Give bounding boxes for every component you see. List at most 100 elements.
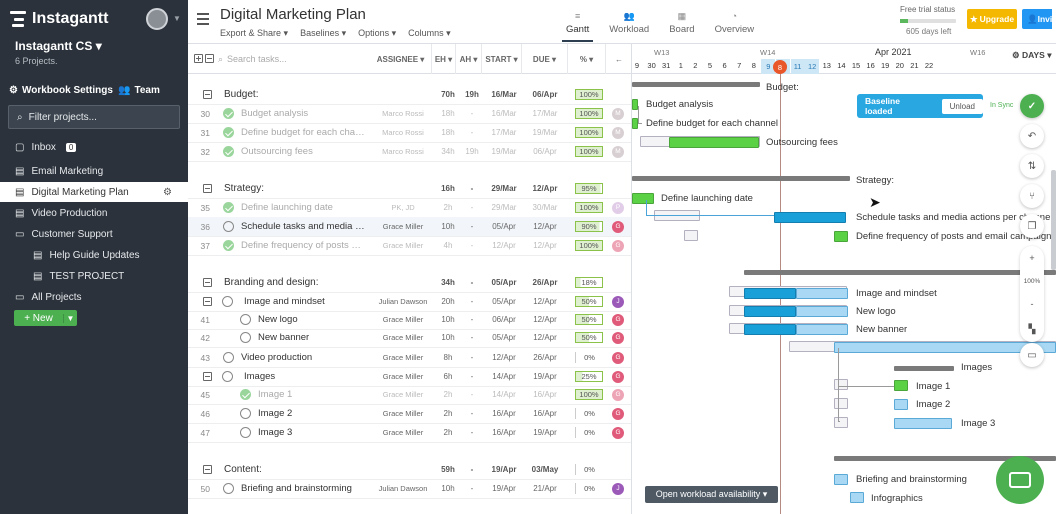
- estimated-hours-cell[interactable]: 34h: [441, 278, 455, 287]
- page-title[interactable]: Digital Marketing Plan: [220, 6, 366, 23]
- team-button[interactable]: 👥 Team: [118, 85, 160, 96]
- assignee-cell[interactable]: Grace Miller: [382, 222, 424, 231]
- due-date-cell[interactable]: 26/Apr: [532, 278, 558, 287]
- start-date-cell[interactable]: 16/Apr: [492, 428, 516, 437]
- branch-icon[interactable]: ⑂: [1020, 184, 1044, 208]
- tab-overview[interactable]: ◔ Overview: [715, 11, 755, 35]
- task-checkbox[interactable]: [223, 146, 234, 157]
- progress-cell[interactable]: 0%: [575, 408, 603, 419]
- task-name[interactable]: Define launching date: [241, 202, 333, 213]
- progress-cell[interactable]: 50%: [575, 314, 603, 325]
- start-date-cell[interactable]: 17/Mar: [491, 128, 517, 137]
- assignee-avatar[interactable]: M: [612, 107, 624, 120]
- assignee-cell[interactable]: Grace Miller: [382, 428, 424, 437]
- task-checkbox[interactable]: [240, 427, 251, 438]
- task-name[interactable]: Image 2: [258, 408, 293, 419]
- export-share-menu[interactable]: Export & Share ▾: [220, 28, 289, 38]
- chat-button[interactable]: [996, 456, 1044, 504]
- collapse-icon[interactable]: [203, 465, 212, 474]
- actual-hours-cell[interactable]: -: [470, 315, 474, 324]
- actual-hours-cell[interactable]: -: [470, 372, 474, 381]
- expand-all-icon[interactable]: [194, 54, 203, 63]
- collapse-all-icon[interactable]: [205, 54, 214, 63]
- start-date-cell[interactable]: 19/Apr: [491, 465, 517, 474]
- tab-board[interactable]: ▦ Board: [669, 11, 694, 35]
- estimated-hours-cell[interactable]: 8h: [443, 353, 453, 362]
- invite-button[interactable]: 👤 Invit: [1022, 9, 1055, 29]
- due-date-cell[interactable]: 17/Mar: [532, 109, 558, 118]
- due-date-cell[interactable]: 12/Apr: [533, 222, 557, 231]
- due-date-cell[interactable]: 12/Apr: [533, 315, 557, 324]
- task-row[interactable]: 41 New logo Grace Miller 10h - 06/Apr 12/Apr 50…: [188, 310, 631, 329]
- actual-hours-cell[interactable]: -: [470, 222, 474, 231]
- actual-hours-cell[interactable]: -: [470, 241, 474, 250]
- due-date-cell[interactable]: 12/Apr: [533, 297, 557, 306]
- assignee-avatar[interactable]: J: [612, 295, 624, 308]
- summary-bar-images[interactable]: [894, 366, 954, 371]
- column-due[interactable]: DUE ▾: [522, 44, 568, 74]
- sidebar-item-digital-marketing-plan[interactable]: ▤ Digital Marketing Plan ⚙: [0, 182, 188, 202]
- task-row[interactable]: 32 Outsourcing fees Marco Rossi 34h 19h 19/Ma…: [188, 142, 631, 161]
- due-date-cell[interactable]: 19/Apr: [533, 428, 557, 437]
- assignee-cell[interactable]: Marco Rossi: [382, 109, 424, 118]
- task-bar[interactable]: [632, 193, 654, 204]
- section-row[interactable]: Budget: 70h 19h 16/Mar 06/Apr 100%: [188, 85, 631, 104]
- task-bar[interactable]: [774, 212, 846, 223]
- estimated-hours-cell[interactable]: 6h: [443, 372, 453, 381]
- estimated-hours-cell[interactable]: 10h: [441, 484, 455, 493]
- columns-menu[interactable]: Columns ▾: [408, 28, 451, 38]
- progress-cell[interactable]: 90%: [575, 221, 603, 232]
- start-date-cell[interactable]: 14/Apr: [492, 372, 516, 381]
- task-checkbox[interactable]: [223, 108, 234, 119]
- progress-cell[interactable]: 0%: [575, 483, 603, 494]
- task-name[interactable]: Image and mindset: [244, 296, 325, 307]
- actual-hours-cell[interactable]: -: [470, 278, 474, 287]
- actual-hours-cell[interactable]: -: [470, 428, 474, 437]
- progress-cell[interactable]: 100%: [575, 89, 603, 100]
- start-date-cell[interactable]: 16/Apr: [492, 409, 516, 418]
- section-row[interactable]: Content: 59h - 19/Apr 03/May 0%: [188, 460, 631, 479]
- summary-bar-branding[interactable]: [744, 270, 1056, 275]
- sort-icon[interactable]: ⇅: [1020, 154, 1044, 178]
- assignee-avatar[interactable]: G: [612, 331, 624, 344]
- chevron-down-icon[interactable]: ▼: [173, 14, 181, 23]
- sidebar-item-video-production[interactable]: ▤ Video Production: [0, 203, 188, 223]
- search-tasks-input[interactable]: ⌕ Search tasks...: [218, 44, 287, 74]
- progress-cell[interactable]: 0%: [575, 352, 603, 363]
- task-bar[interactable]: [744, 324, 796, 335]
- estimated-hours-cell[interactable]: 2h: [443, 203, 453, 212]
- estimated-hours-cell[interactable]: 20h: [441, 297, 455, 306]
- task-name[interactable]: Image 3: [258, 427, 293, 438]
- actual-hours-cell[interactable]: -: [470, 353, 474, 362]
- progress-cell[interactable]: 100%: [575, 146, 603, 157]
- tab-workload[interactable]: 👥 Workload: [609, 11, 649, 35]
- task-name[interactable]: Video production: [241, 352, 313, 363]
- actual-hours-cell[interactable]: -: [470, 297, 474, 306]
- task-checkbox[interactable]: [240, 408, 251, 419]
- task-checkbox[interactable]: [240, 314, 251, 325]
- actual-hours-cell[interactable]: -: [470, 109, 474, 118]
- assignee-cell[interactable]: PK, JD: [391, 203, 415, 212]
- task-checkbox[interactable]: [222, 371, 233, 382]
- user-avatar[interactable]: [146, 8, 168, 30]
- actual-hours-cell[interactable]: -: [470, 184, 474, 193]
- assignee-avatar[interactable]: G: [612, 351, 624, 364]
- task-name[interactable]: Schedule tasks and media actions per cha…: [241, 221, 366, 232]
- assignee-cell[interactable]: Julian Dawson: [378, 484, 428, 493]
- assignee-cell[interactable]: Marco Rossi: [382, 128, 424, 137]
- assignee-cell[interactable]: Grace Miller: [382, 333, 424, 342]
- upgrade-button[interactable]: ★ Upgrade: [967, 9, 1017, 29]
- assignee-cell[interactable]: Marco Rossi: [382, 147, 424, 156]
- keyboard-icon[interactable]: ▭: [1020, 343, 1044, 367]
- start-date-cell[interactable]: 16/Mar: [491, 90, 517, 99]
- task-checkbox[interactable]: [223, 127, 234, 138]
- task-row[interactable]: 36 Schedule tasks and media actions per c…: [188, 217, 631, 236]
- due-date-cell[interactable]: 21/Apr: [533, 484, 557, 493]
- progress-cell[interactable]: 100%: [575, 127, 603, 138]
- column-eh[interactable]: EH ▾: [432, 44, 456, 74]
- assignee-avatar[interactable]: G: [612, 426, 624, 439]
- progress-cell[interactable]: 50%: [575, 332, 603, 343]
- assignee-cell[interactable]: Grace Miller: [382, 315, 424, 324]
- estimated-hours-cell[interactable]: 2h: [443, 409, 453, 418]
- task-name[interactable]: Briefing and brainstorming: [241, 483, 352, 494]
